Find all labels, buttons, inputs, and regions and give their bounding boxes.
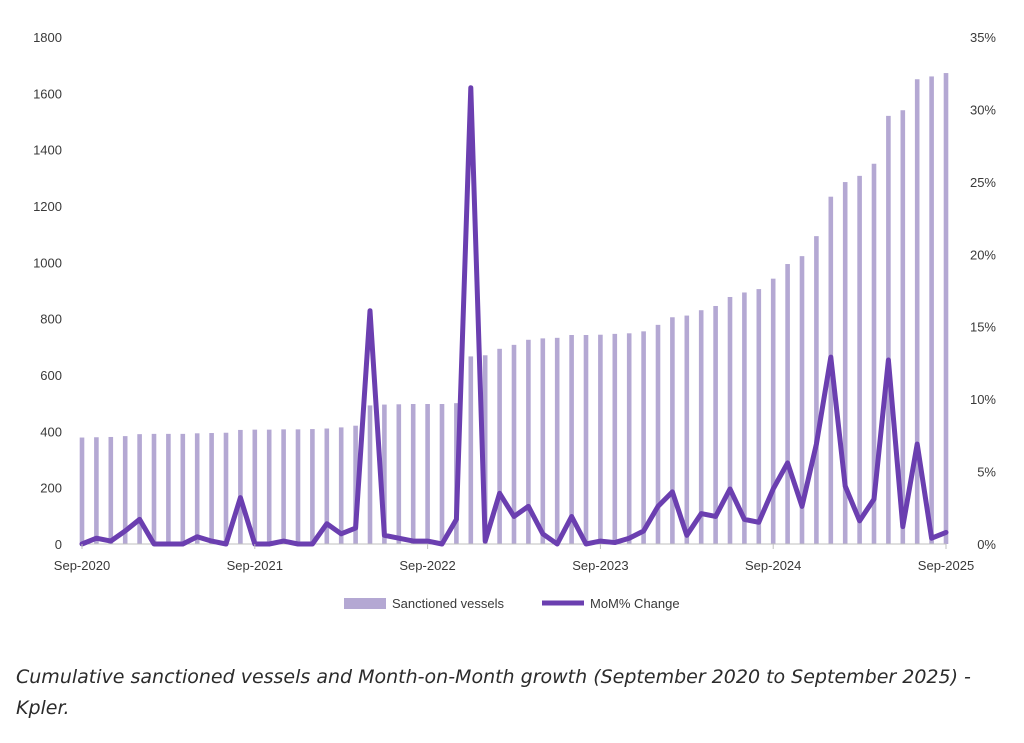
- bar: [799, 256, 805, 544]
- x-tick-label: Sep-2023: [572, 558, 628, 573]
- bar: [670, 317, 675, 544]
- bar: [194, 433, 200, 544]
- bar: [166, 433, 171, 544]
- caption-text: Cumulative sanctioned vessels and Month-…: [16, 666, 971, 719]
- bar: [598, 334, 603, 544]
- y-right-tick-label: 5%: [977, 465, 996, 480]
- bar: [583, 335, 589, 544]
- y-right-tick-label: 25%: [970, 175, 996, 190]
- bar: [223, 432, 229, 544]
- bar: [727, 296, 733, 544]
- legend-label-mom-change: MoM% Change: [590, 596, 680, 611]
- x-tick-label: Sep-2025: [918, 558, 974, 573]
- bar: [382, 404, 387, 544]
- bar: [266, 429, 272, 544]
- y-left-tick-label: 1000: [33, 255, 62, 270]
- legend: Sanctioned vessels MoM% Change: [344, 596, 680, 611]
- bar: [425, 404, 430, 544]
- bar: [295, 429, 301, 544]
- y-left-tick-label: 1600: [33, 86, 62, 101]
- bar: [943, 73, 949, 545]
- bar: [655, 324, 661, 544]
- bar: [814, 236, 819, 544]
- bar: [914, 79, 920, 544]
- y-left-tick-label: 400: [40, 424, 62, 439]
- y-axis-right: 0% 5% 10% 15% 20% 25% 30% 35%: [970, 30, 996, 552]
- y-left-tick-label: 0: [55, 537, 62, 552]
- y-left-tick-label: 800: [40, 312, 62, 327]
- y-right-tick-label: 10%: [970, 392, 996, 407]
- bar: [79, 437, 85, 544]
- bar: [338, 427, 344, 544]
- bar: [108, 436, 114, 544]
- bar: [353, 425, 358, 544]
- line-series-mom-change: [79, 85, 949, 547]
- bar: [713, 305, 718, 544]
- bar: [871, 163, 877, 544]
- bar: [367, 405, 373, 544]
- y-left-tick-label: 1800: [33, 30, 62, 45]
- y-right-tick-label: 20%: [970, 247, 996, 262]
- bar: [929, 76, 934, 545]
- bar: [684, 315, 690, 544]
- x-tick-label: Sep-2020: [54, 558, 110, 573]
- bar: [497, 348, 502, 544]
- y-axis-left: 0 200 400 600 800 1000 1200 1400 1600 1800: [33, 30, 62, 552]
- bar: [396, 404, 402, 544]
- bar: [137, 434, 142, 544]
- bar: [468, 356, 474, 544]
- bar: [626, 333, 632, 544]
- x-tick-label: Sep-2022: [399, 558, 455, 573]
- y-right-tick-label: 15%: [970, 320, 996, 335]
- y-left-tick-label: 200: [40, 481, 62, 496]
- bar: [511, 344, 517, 544]
- y-left-tick-label: 600: [40, 368, 62, 383]
- bar: [770, 278, 776, 544]
- legend-swatch-sanctioned-vessels: [344, 598, 386, 609]
- bar: [900, 110, 906, 544]
- bar: [641, 331, 646, 544]
- bar: [857, 175, 862, 545]
- chart: 0 200 400 600 800 1000 1200 1400 1600 1800 0% 5% 10…: [33, 30, 996, 611]
- bar: [482, 355, 488, 544]
- bar: [238, 429, 243, 544]
- bar: [612, 333, 618, 544]
- x-tick-label: Sep-2021: [227, 558, 283, 573]
- y-left-tick-label: 1400: [33, 143, 62, 158]
- figure-caption: Cumulative sanctioned vessels and Month-…: [16, 662, 1006, 724]
- x-axis: Sep-2020 Sep-2021 Sep-2022 Sep-2023 Sep-2024…: [54, 544, 974, 573]
- bar: [540, 338, 546, 544]
- bar-series-sanctioned-vessels: [79, 73, 949, 545]
- y-right-tick-label: 35%: [970, 30, 996, 45]
- y-right-tick-label: 30%: [970, 102, 996, 117]
- bar: [324, 428, 330, 544]
- bar: [554, 337, 560, 544]
- bar: [886, 115, 891, 545]
- bar: [310, 429, 315, 544]
- bar: [569, 335, 574, 544]
- bar: [526, 339, 531, 544]
- bar: [94, 437, 99, 544]
- bar: [122, 436, 128, 544]
- y-right-tick-label: 0%: [977, 537, 996, 552]
- bar: [180, 433, 186, 544]
- bar: [756, 289, 762, 544]
- bar: [410, 404, 416, 544]
- bar: [209, 433, 214, 544]
- bar: [742, 292, 747, 544]
- bar: [698, 310, 704, 544]
- x-tick-label: Sep-2024: [745, 558, 801, 573]
- bar: [439, 404, 445, 544]
- bar: [785, 264, 790, 544]
- bar: [281, 429, 286, 544]
- bar: [151, 433, 157, 544]
- legend-label-sanctioned-vessels: Sanctioned vessels: [392, 596, 505, 611]
- bar: [842, 182, 848, 544]
- bar: [252, 429, 258, 544]
- y-left-tick-label: 1200: [33, 199, 62, 214]
